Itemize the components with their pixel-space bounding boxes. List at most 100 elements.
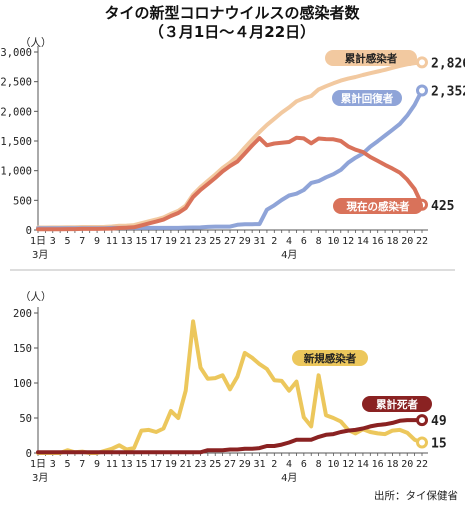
series-end-point — [416, 436, 428, 449]
x-tick-label: 6 — [301, 459, 307, 470]
y-tick-label: 2,500 — [0, 77, 32, 89]
x-tick-label: 15 — [135, 236, 147, 247]
x-tick-label: 4 — [286, 459, 292, 470]
x-tick-label: 12 — [342, 459, 354, 470]
x-month-label: 3月 — [32, 472, 48, 484]
x-tick-label: 27 — [224, 236, 236, 247]
x-tick-label: 21 — [180, 236, 192, 247]
x-tick-label: 23 — [194, 236, 206, 247]
x-tick-label: 10 — [327, 236, 339, 247]
x-tick-label: 1日 — [30, 459, 46, 470]
series-label-pill — [332, 90, 402, 106]
x-tick-label: 8 — [316, 236, 322, 247]
series-line — [36, 319, 424, 455]
x-tick-label: 11 — [106, 459, 118, 470]
x-tick-label: 31 — [254, 459, 266, 470]
x-tick-label: 16 — [372, 459, 384, 470]
x-tick-label: 25 — [209, 236, 221, 247]
series-line — [36, 418, 424, 455]
x-tick-label: 3 — [50, 459, 56, 470]
series-end-point — [416, 414, 428, 427]
x-tick-label: 5 — [65, 236, 71, 247]
x-tick-label: 29 — [239, 236, 251, 247]
series-label-pill — [325, 50, 417, 66]
series-end-value: 49 — [431, 414, 447, 429]
y-tick-label: 0 — [26, 448, 32, 460]
x-tick-label: 18 — [386, 459, 398, 470]
x-tick-label: 11 — [106, 236, 118, 247]
series-end-value: 2,352 — [431, 84, 465, 99]
x-tick-label: 13 — [121, 236, 133, 247]
x-tick-label: 4 — [286, 236, 292, 247]
x-tick-label: 3 — [50, 236, 56, 247]
x-tick-label: 2 — [271, 236, 277, 247]
series-label-pill — [333, 198, 423, 214]
x-tick-label: 7 — [79, 459, 85, 470]
x-tick-label: 18 — [386, 236, 398, 247]
series-label: 現在の感染者 — [347, 200, 410, 213]
series-label-pill — [292, 350, 368, 366]
x-tick-label: 10 — [327, 459, 339, 470]
x-tick-label: 16 — [372, 236, 384, 247]
x-tick-label: 14 — [357, 459, 369, 470]
x-tick-label: 1日 — [30, 236, 46, 247]
y-tick-label: 500 — [13, 195, 32, 207]
x-tick-label: 19 — [165, 236, 177, 247]
x-tick-label: 25 — [209, 459, 221, 470]
x-tick-label: 9 — [94, 459, 100, 470]
x-tick-label: 9 — [94, 236, 100, 247]
series-label: 累計感染者 — [345, 52, 398, 65]
x-tick-label: 21 — [180, 459, 192, 470]
chart-title-line2: （３月1日～４月22日） — [149, 23, 315, 41]
y-tick-label: 1,500 — [0, 136, 32, 148]
x-tick-label: 15 — [135, 459, 147, 470]
x-tick-label: 6 — [301, 236, 307, 247]
x-tick-label: 20 — [401, 236, 413, 247]
chart-title-line1: タイの新型コロナウイルスの感染者数 — [104, 4, 360, 22]
x-tick-label: 19 — [165, 459, 177, 470]
x-tick-label: 7 — [79, 236, 85, 247]
x-tick-label: 14 — [357, 236, 369, 247]
x-tick-label: 20 — [401, 459, 413, 470]
y-tick-label: 0 — [26, 225, 32, 237]
series-label: 累計死者 — [376, 398, 418, 411]
series-label-pill — [362, 396, 432, 412]
x-tick-label: 12 — [342, 236, 354, 247]
x-tick-label: 17 — [150, 459, 162, 470]
y-tick-label: 2,000 — [0, 106, 32, 118]
x-tick-label: 22 — [416, 459, 428, 470]
series-end-point — [416, 84, 428, 97]
source-note: 出所：タイ保健省 — [374, 489, 458, 502]
series-end-value: 15 — [431, 437, 447, 452]
x-tick-label: 5 — [65, 459, 71, 470]
y-tick-label: 100 — [13, 378, 32, 390]
x-tick-label: 22 — [416, 236, 428, 247]
y-tick-label: 150 — [13, 343, 32, 355]
series-label: 新規感染者 — [304, 352, 357, 365]
series-end-value: 425 — [431, 199, 454, 214]
x-tick-label: 31 — [254, 236, 266, 247]
series-end-value: 2,826 — [431, 56, 465, 71]
y-tick-label: 50 — [19, 413, 32, 425]
x-tick-label: 8 — [316, 459, 322, 470]
x-month-label: 4月 — [281, 249, 297, 261]
x-tick-label: 23 — [194, 459, 206, 470]
y-tick-label: 1,000 — [0, 166, 32, 178]
y-tick-label: 3,000 — [0, 47, 32, 59]
series-end-point — [416, 56, 428, 69]
chart-cumulative: 0 500 1,000 1,500 2,000 2,500 3,000（人） 1日 3 5 7 9 11… — [0, 37, 465, 261]
y-tick-label: 200 — [13, 308, 32, 320]
x-month-label: 3月 — [32, 249, 48, 261]
x-tick-label: 13 — [121, 459, 133, 470]
x-month-label: 4月 — [281, 472, 297, 484]
y-unit-label: （人） — [20, 291, 52, 303]
x-tick-label: 2 — [271, 459, 277, 470]
x-tick-label: 27 — [224, 459, 236, 470]
x-tick-label: 29 — [239, 459, 251, 470]
series-label: 累計回復者 — [341, 92, 394, 105]
y-unit-label: （人） — [20, 37, 52, 49]
series-line — [36, 135, 424, 232]
x-tick-label: 17 — [150, 236, 162, 247]
